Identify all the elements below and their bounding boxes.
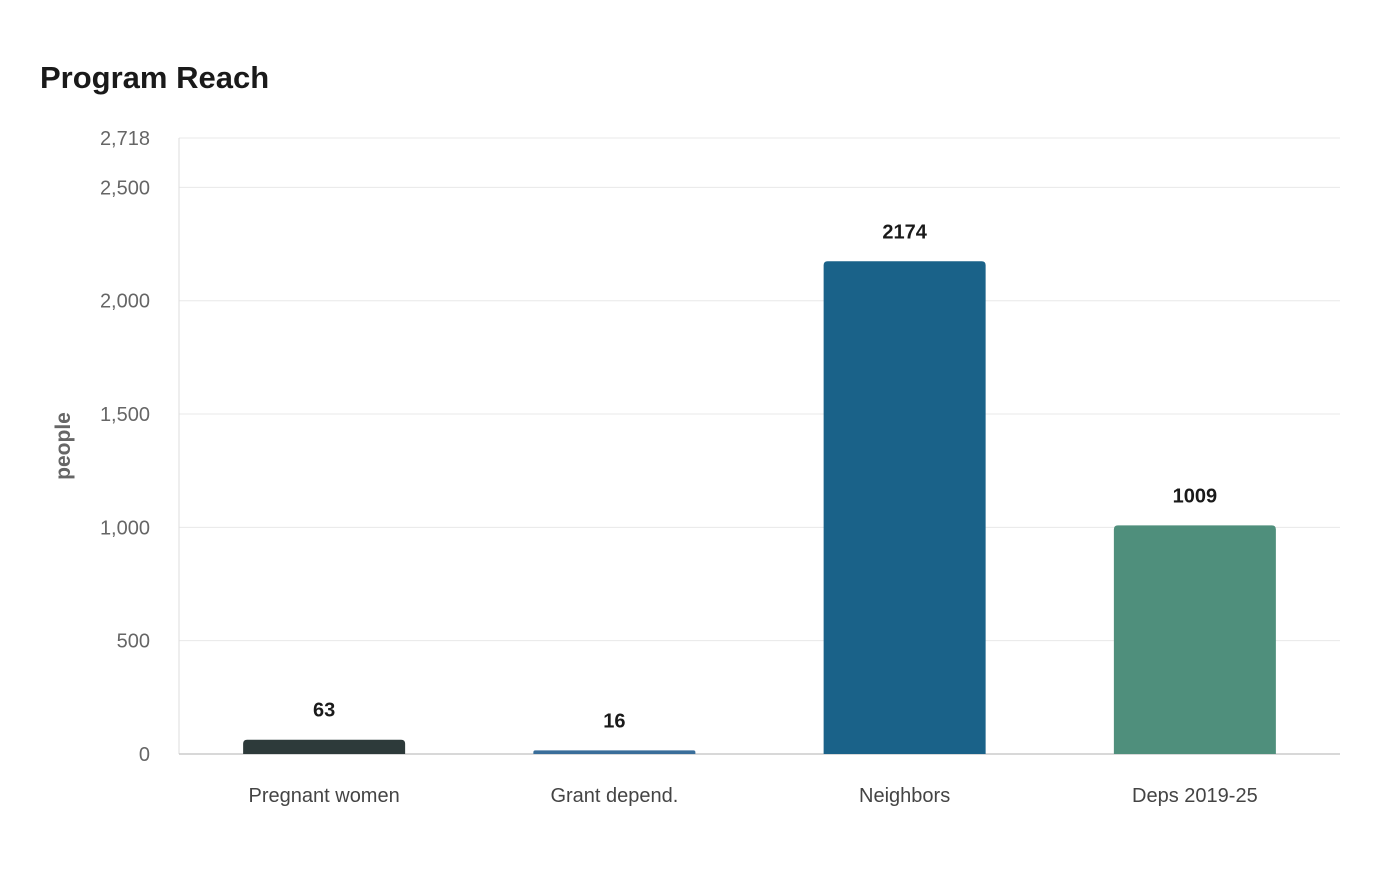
- data-label: 16: [603, 710, 625, 732]
- bar: [1113, 525, 1276, 754]
- x-tick-label: Neighbors: [859, 785, 950, 807]
- y-tick-label: 2,500: [100, 177, 150, 199]
- bar: [823, 261, 986, 754]
- gridlines: [179, 137, 1340, 642]
- category-labels: Pregnant women Grant depend. Neighbors Deps…: [249, 785, 1258, 807]
- y-tick-label: 500: [117, 631, 150, 653]
- y-tick-label: 1,500: [100, 404, 150, 426]
- y-tick-label: 1,000: [100, 517, 150, 539]
- data-label: 63: [313, 700, 335, 722]
- y-tick-label: 0: [139, 744, 150, 766]
- y-tick-labels: 0 500 1,000 1,500 2,000 2,500 2,718: [100, 128, 150, 766]
- y-axis-title: people: [52, 412, 75, 480]
- bar: [533, 750, 696, 754]
- bars: [243, 261, 1276, 754]
- x-tick-label: Grant depend.: [550, 785, 678, 807]
- data-label: 1009: [1173, 485, 1218, 507]
- data-labels: 63 16 2174 1009: [313, 221, 1217, 732]
- bar: [243, 739, 406, 754]
- x-tick-label: Pregnant women: [249, 785, 400, 807]
- y-tick-label: 2,718: [100, 128, 150, 150]
- chart-title: Program Reach: [40, 60, 270, 95]
- y-tick-label: 2,000: [100, 291, 150, 313]
- data-label: 2174: [882, 221, 927, 243]
- x-tick-label: Deps 2019-25: [1132, 785, 1258, 807]
